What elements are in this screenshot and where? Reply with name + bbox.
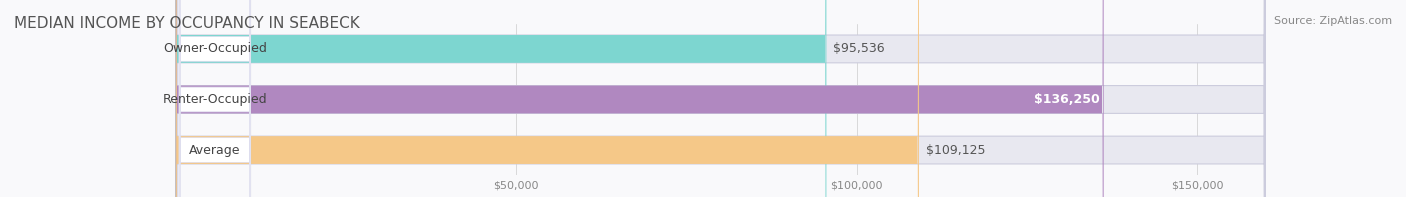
FancyBboxPatch shape — [179, 0, 250, 197]
Text: Source: ZipAtlas.com: Source: ZipAtlas.com — [1274, 16, 1392, 26]
Text: Owner-Occupied: Owner-Occupied — [163, 42, 267, 55]
Text: MEDIAN INCOME BY OCCUPANCY IN SEABECK: MEDIAN INCOME BY OCCUPANCY IN SEABECK — [14, 16, 360, 31]
Text: $95,536: $95,536 — [834, 42, 884, 55]
FancyBboxPatch shape — [179, 0, 250, 197]
FancyBboxPatch shape — [176, 0, 1265, 197]
FancyBboxPatch shape — [176, 0, 827, 197]
FancyBboxPatch shape — [179, 0, 250, 197]
Text: $109,125: $109,125 — [925, 144, 986, 157]
Text: $136,250: $136,250 — [1035, 93, 1101, 106]
FancyBboxPatch shape — [176, 0, 1265, 197]
FancyBboxPatch shape — [176, 0, 1104, 197]
Text: Renter-Occupied: Renter-Occupied — [163, 93, 267, 106]
FancyBboxPatch shape — [176, 0, 1265, 197]
Text: Average: Average — [190, 144, 240, 157]
FancyBboxPatch shape — [176, 0, 920, 197]
